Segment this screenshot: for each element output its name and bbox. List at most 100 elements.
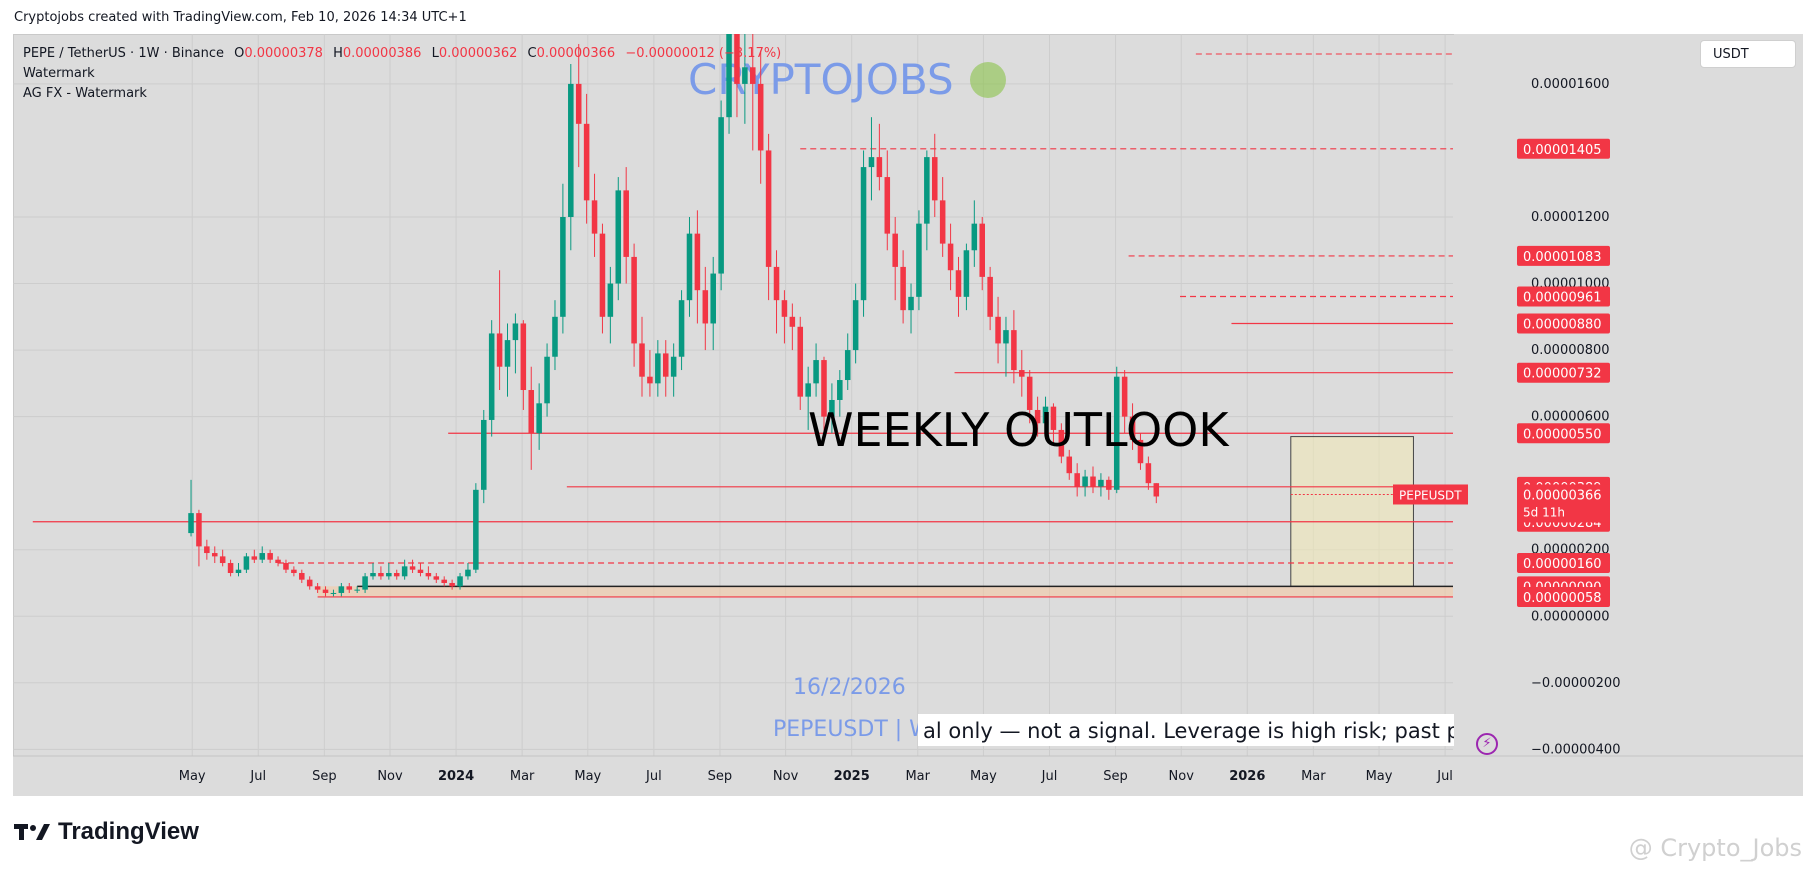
candle-body[interactable] <box>837 380 843 400</box>
candle-body[interactable] <box>1058 429 1065 457</box>
candle-body[interactable] <box>1129 416 1136 440</box>
candle-body[interactable] <box>393 573 400 577</box>
time-axis[interactable] <box>13 756 1803 796</box>
candle-body[interactable] <box>599 233 606 317</box>
candle-body[interactable] <box>726 34 732 118</box>
candle-body[interactable] <box>1098 479 1104 487</box>
candle-body[interactable] <box>955 270 962 297</box>
candle-body[interactable] <box>465 569 471 577</box>
candle-body[interactable] <box>1042 406 1049 424</box>
candle-body[interactable] <box>615 190 622 284</box>
candle-body[interactable] <box>1019 370 1025 377</box>
candle-body[interactable] <box>939 200 946 244</box>
candle-body[interactable] <box>971 223 978 251</box>
candle-body[interactable] <box>283 563 289 570</box>
candle-body[interactable] <box>655 353 661 384</box>
candle-body[interactable] <box>916 223 922 297</box>
candle-body[interactable] <box>1003 330 1009 344</box>
candle-body[interactable] <box>370 573 376 577</box>
candle-body[interactable] <box>401 566 408 577</box>
level-badge[interactable] <box>1517 245 1610 266</box>
candle-body[interactable] <box>1153 483 1160 497</box>
candle-body[interactable] <box>900 266 906 311</box>
candle-body[interactable] <box>844 350 851 381</box>
current-price-badge[interactable] <box>1517 484 1610 523</box>
candle-body[interactable] <box>481 419 487 490</box>
level-badge[interactable] <box>1517 423 1610 444</box>
price-axis[interactable] <box>1454 34 1803 756</box>
candle-body[interactable] <box>275 559 281 564</box>
candle-body[interactable] <box>892 233 898 267</box>
candle-body[interactable] <box>995 316 1001 344</box>
candle-body[interactable] <box>1026 376 1033 410</box>
candle-body[interactable] <box>496 333 503 367</box>
candle-body[interactable] <box>860 167 867 301</box>
price-chart[interactable]: CRYPTOJOBS WEEKLY OUTLOOK 16/2/2026 PEPEUSD… <box>13 34 1803 796</box>
candle-body[interactable] <box>504 340 511 367</box>
candle-body[interactable] <box>1082 476 1088 487</box>
candle-body[interactable] <box>575 83 582 124</box>
candle-body[interactable] <box>568 83 574 217</box>
candle-body[interactable] <box>1066 456 1073 474</box>
candle-body[interactable] <box>647 376 653 384</box>
candle-body[interactable] <box>1011 330 1017 371</box>
level-badge[interactable] <box>1517 586 1610 607</box>
candle-body[interactable] <box>1145 463 1152 484</box>
candle-body[interactable] <box>346 586 353 590</box>
candle-body[interactable] <box>662 353 669 377</box>
candle-body[interactable] <box>757 83 764 151</box>
indicator-watermark[interactable]: Watermark <box>23 66 95 81</box>
candle-body[interactable] <box>710 273 716 324</box>
candle-body[interactable] <box>457 576 463 587</box>
candle-body[interactable] <box>773 266 780 301</box>
candle-body[interactable] <box>211 553 218 557</box>
candle-body[interactable] <box>314 586 321 590</box>
candle-body[interactable] <box>591 200 598 234</box>
candle-body[interactable] <box>805 383 811 397</box>
target-zone-box[interactable] <box>1290 436 1414 587</box>
level-badge[interactable] <box>1517 313 1610 334</box>
candle-body[interactable] <box>876 157 883 178</box>
candle-body[interactable] <box>868 157 875 168</box>
candle-body[interactable] <box>441 579 447 583</box>
candle-body[interactable] <box>322 589 329 593</box>
candle-body[interactable] <box>1106 479 1112 490</box>
candle-body[interactable] <box>884 177 891 234</box>
candle-body[interactable] <box>536 403 542 434</box>
candle-body[interactable] <box>631 256 637 344</box>
candle-body[interactable] <box>433 576 440 580</box>
candle-body[interactable] <box>449 582 455 587</box>
candle-body[interactable] <box>1121 376 1128 417</box>
candle-body[interactable] <box>219 556 226 564</box>
candle-body[interactable] <box>338 586 345 593</box>
level-badge[interactable] <box>1517 362 1610 383</box>
candle-body[interactable] <box>520 323 527 391</box>
candle-body[interactable] <box>718 117 724 274</box>
candle-body[interactable] <box>829 399 835 417</box>
candle-body[interactable] <box>291 569 297 574</box>
candle-body[interactable] <box>552 316 558 357</box>
candle-body[interactable] <box>196 513 202 547</box>
candle-body[interactable] <box>678 300 685 357</box>
candle-body[interactable] <box>789 316 796 327</box>
symbol-name[interactable]: PEPE / TetherUS · 1W · Binance <box>23 46 224 61</box>
candle-body[interactable] <box>251 556 258 560</box>
candle-body[interactable] <box>1137 439 1144 464</box>
candle-body[interactable] <box>623 190 629 257</box>
candle-body[interactable] <box>528 390 535 434</box>
candle-body[interactable] <box>583 123 590 201</box>
candle-body[interactable] <box>306 579 313 587</box>
candle-body[interactable] <box>259 553 265 560</box>
candle-body[interactable] <box>781 300 788 317</box>
candle-body[interactable] <box>1113 376 1120 490</box>
candle-body[interactable] <box>386 573 392 577</box>
candle-body[interactable] <box>409 566 416 570</box>
level-badge[interactable] <box>1517 138 1610 159</box>
candle-body[interactable] <box>765 150 772 267</box>
candle-body[interactable] <box>852 300 859 351</box>
candle-body[interactable] <box>1050 406 1057 430</box>
candle-body[interactable] <box>235 569 242 574</box>
candle-body[interactable] <box>330 592 337 594</box>
candle-body[interactable] <box>607 283 614 317</box>
candle-body[interactable] <box>908 296 914 311</box>
